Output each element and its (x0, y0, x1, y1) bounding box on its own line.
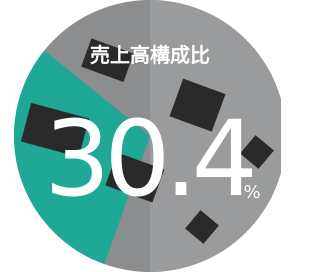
value-label: 30.4 (44, 98, 252, 220)
unit-label: % (243, 182, 260, 203)
chart: 売上高構成比 30.4 % (0, 0, 281, 272)
page: 売上高構成比 30.4 % (() => { const data = JSON… (0, 0, 281, 272)
title: 売上高構成比 (90, 43, 210, 67)
